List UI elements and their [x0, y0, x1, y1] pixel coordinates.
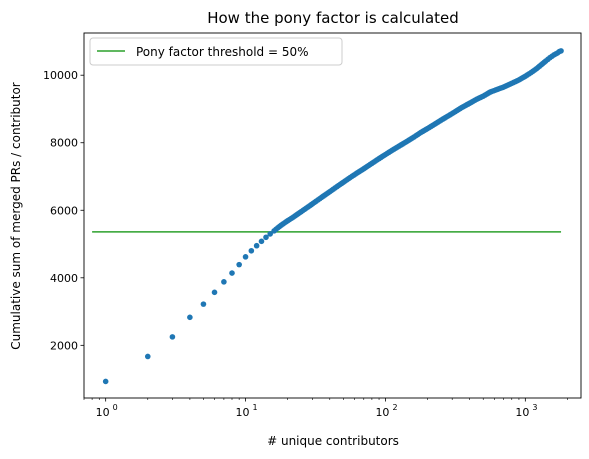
x-axis-ticks: 10 0 10 1 10 2 10 3: [83, 398, 568, 419]
data-point: [200, 301, 207, 307]
data-point: [258, 238, 265, 245]
x-tick-exponent: 3: [532, 403, 537, 412]
y-tick-label: 4000: [50, 272, 78, 285]
data-point: [242, 254, 249, 260]
y-axis-ticks: 2000 4000 6000 8000 10000: [43, 69, 84, 352]
x-tick-label: 10: [515, 406, 529, 419]
plot-area: [92, 48, 564, 385]
data-point: [267, 231, 273, 237]
data-point: [263, 234, 269, 241]
y-axis-label: Cumulative sum of merged PRs / contribut…: [9, 82, 23, 350]
legend-threshold-label: Pony factor threshold = 50%: [136, 45, 309, 59]
data-point: [144, 353, 151, 360]
x-tick-label: 10: [375, 406, 389, 419]
y-tick-label: 6000: [50, 204, 78, 217]
x-tick-exponent: 0: [113, 403, 118, 412]
legend: Pony factor threshold = 50%: [89, 37, 343, 66]
x-tick-exponent: 1: [253, 403, 258, 412]
axes-frame: [83, 32, 582, 399]
x-tick-exponent: 2: [392, 403, 397, 412]
y-tick-label: 10000: [43, 69, 78, 82]
legend-box: [89, 37, 343, 66]
y-tick-label: 2000: [50, 339, 78, 352]
data-point: [253, 242, 260, 249]
data-point: [211, 289, 218, 296]
x-axis-label: # unique contributors: [267, 434, 399, 448]
x-tick-label: 10: [96, 406, 110, 419]
data-point: [221, 279, 227, 285]
data-point: [169, 334, 176, 340]
x-tick-label: 10: [236, 406, 250, 419]
data-point: [102, 378, 109, 385]
y-tick-label: 8000: [50, 137, 78, 150]
chart-title: How the pony factor is calculated: [207, 9, 459, 27]
data-point: [236, 261, 242, 268]
scatter-points: [102, 48, 564, 385]
data-point: [229, 270, 235, 276]
data-point: [187, 314, 193, 321]
data-point: [558, 48, 564, 54]
data-point: [248, 247, 255, 254]
